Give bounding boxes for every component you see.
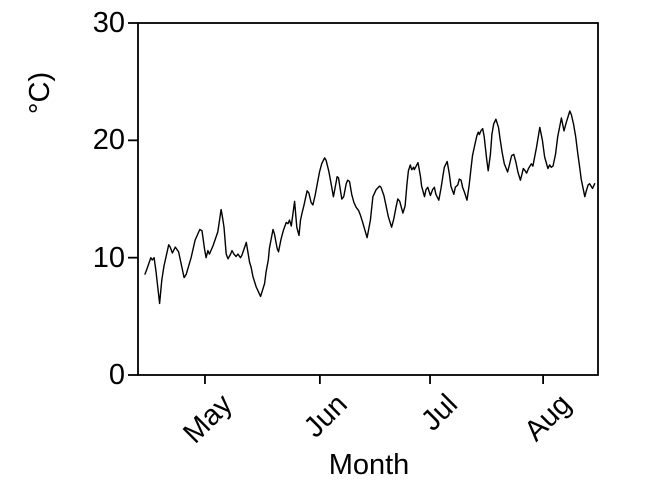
x-axis-title: Month bbox=[328, 449, 410, 481]
temperature-series-line bbox=[144, 110, 596, 305]
y-axis-title: °C) bbox=[24, 71, 56, 115]
y-tick-label-10: 10 bbox=[92, 241, 125, 274]
y-tick-label-30: 30 bbox=[92, 7, 125, 39]
plot-frame bbox=[137, 22, 599, 376]
y-tick-label-20: 20 bbox=[92, 124, 125, 157]
y-tick-label-0: 0 bbox=[108, 359, 125, 391]
